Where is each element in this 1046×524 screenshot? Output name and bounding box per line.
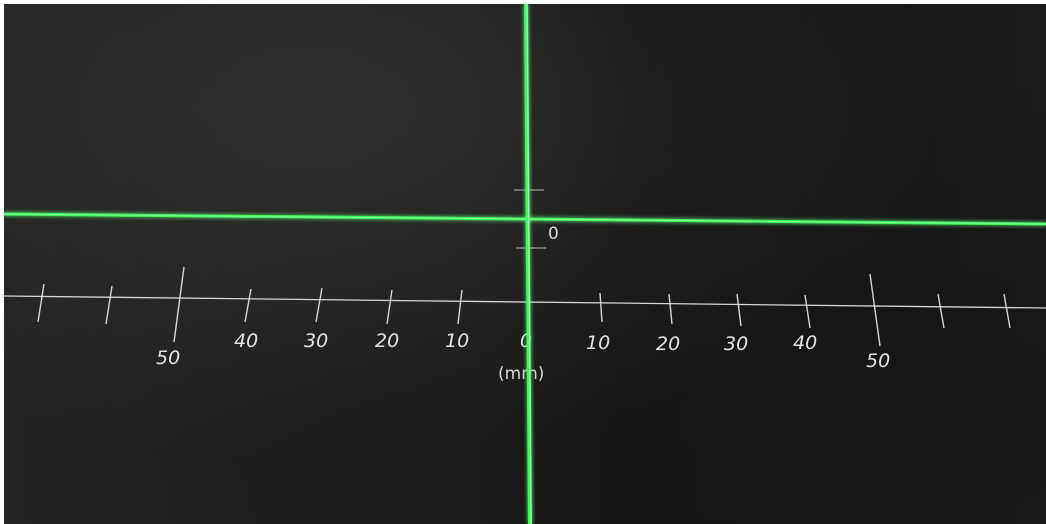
tick (804, 294, 811, 329)
unit-label: (mm) (498, 364, 544, 384)
label-left-50: 50 (156, 347, 180, 369)
tick (736, 293, 742, 327)
label-left-40: 40 (234, 330, 258, 352)
laser-target-photo: 50 40 30 20 10 0 10 20 30 40 50 (mm) 0 (4, 4, 1046, 524)
label-right-10: 10 (586, 332, 610, 354)
ruler-baseline (4, 295, 1046, 309)
tick (386, 289, 393, 325)
label-left-20: 20 (375, 330, 399, 352)
tick (937, 293, 945, 329)
label-right-30: 30 (724, 333, 748, 355)
tick (599, 292, 603, 323)
label-left-10: 10 (445, 330, 469, 352)
ruler-labels: 50 40 30 20 10 0 10 20 30 40 50 (mm) 0 (156, 224, 890, 384)
target-svg: 50 40 30 20 10 0 10 20 30 40 50 (mm) 0 (4, 4, 1046, 524)
tick (1003, 293, 1011, 329)
tick (869, 273, 881, 347)
tick (244, 288, 252, 323)
tick (37, 283, 45, 323)
tick (668, 293, 673, 325)
ruler-ticks (37, 266, 1011, 347)
tick (105, 285, 113, 325)
laser-crosshair (4, 4, 1046, 524)
laser-vertical-line (524, 4, 532, 524)
tick (457, 289, 463, 325)
label-right-40: 40 (793, 332, 817, 354)
label-right-20: 20 (656, 333, 680, 355)
label-right-50: 50 (866, 350, 890, 372)
tick (173, 266, 185, 343)
vertical-zero-label: 0 (548, 224, 559, 244)
tick (315, 287, 323, 323)
label-left-30: 30 (304, 330, 328, 352)
